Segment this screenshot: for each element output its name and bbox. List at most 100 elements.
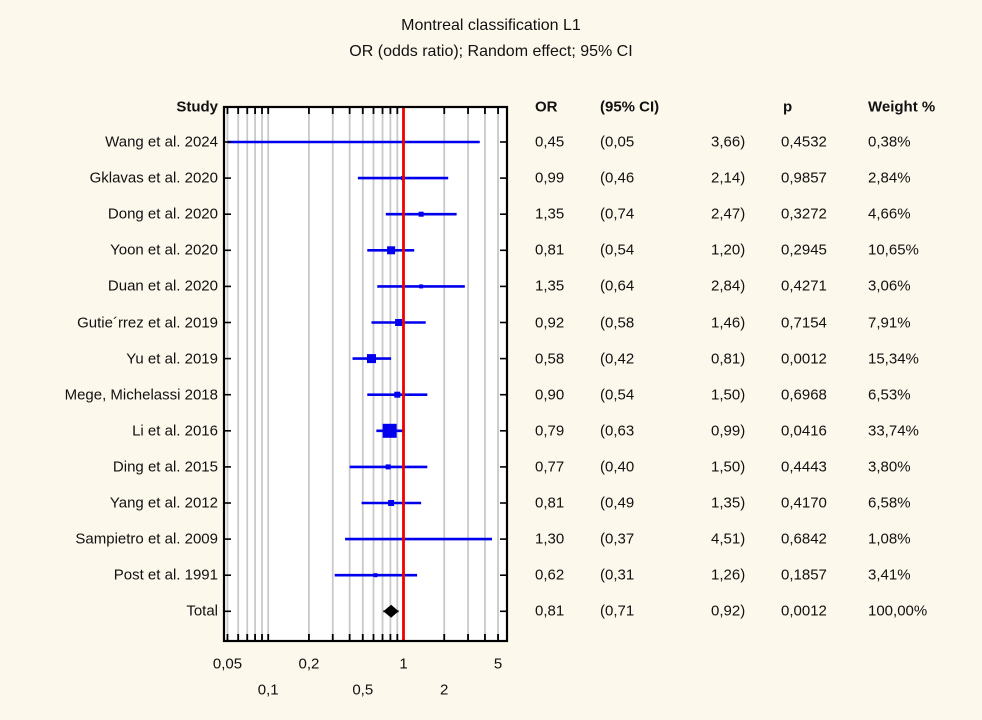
plot-background: [224, 107, 507, 641]
ci-high-value: 1,20): [711, 241, 746, 259]
x-axis-label: 2: [440, 681, 449, 699]
or-marker: [387, 246, 396, 255]
ci-high-value: 2,84): [711, 277, 746, 295]
study-label: Gutie´rrez et al. 2019: [77, 314, 218, 331]
ci-low-value: (0,40: [600, 458, 635, 476]
ci-high-value: 1,46): [711, 314, 746, 331]
x-axis-label: 0,05: [212, 655, 243, 673]
ci-low-value: (0,58: [600, 314, 635, 331]
column-header-weight: Weight %: [868, 98, 936, 116]
p-value: 0,6842: [781, 530, 827, 548]
or-marker: [418, 211, 424, 217]
study-label: Yang et al. 2012: [109, 494, 218, 512]
weight-value: 4,66%: [868, 205, 911, 223]
or-value: 0,79: [535, 422, 565, 440]
or-value: 0,62: [535, 566, 565, 584]
weight-value: 100,00%: [868, 602, 928, 620]
ci-high-value: 2,14): [711, 169, 746, 187]
weight-value: 6,58%: [868, 494, 911, 512]
x-axis-label: 5: [493, 655, 503, 673]
or-value: 0,58: [535, 350, 565, 368]
or-marker: [382, 423, 397, 438]
or-value: 0,77: [535, 458, 565, 476]
ci-low-value: (0,63: [600, 422, 635, 440]
study-label: Li et al. 2016: [132, 422, 218, 440]
ci-high-value: 0,92): [711, 602, 746, 620]
ci-low-value: (0,49: [600, 494, 635, 512]
or-value: 1,35: [535, 277, 565, 295]
weight-value: 1,08%: [868, 530, 911, 548]
column-header-p: p: [783, 98, 793, 116]
ci-high-value: 1,50): [711, 386, 746, 404]
chart-title: Montreal classification L1: [401, 17, 581, 34]
or-value: 0,92: [535, 314, 565, 331]
study-label: Ding et al. 2015: [112, 458, 218, 476]
ci-low-value: (0,64: [600, 277, 635, 295]
study-label: Duan et al. 2020: [107, 277, 218, 295]
chart-subtitle: OR (odds ratio); Random effect; 95% CI: [349, 43, 633, 60]
x-axis-label: 0,1: [257, 681, 279, 699]
ci-low-value: (0,37: [600, 530, 635, 548]
x-axis-label: 1: [399, 655, 408, 673]
weight-value: 3,41%: [868, 566, 911, 584]
or-marker: [388, 500, 395, 506]
p-value: 0,9857: [781, 169, 827, 187]
p-value: 0,1857: [781, 566, 827, 584]
p-value: 0,0416: [781, 422, 827, 440]
ci-low-value: (0,54: [600, 241, 635, 259]
weight-value: 6,53%: [868, 386, 911, 404]
weight-value: 7,91%: [868, 314, 911, 331]
ci-low-value: (0,46: [600, 169, 635, 187]
study-label: Sampietro et al. 2009: [75, 530, 218, 548]
ci-low-value: (0,42: [600, 350, 635, 368]
or-marker: [366, 354, 376, 364]
column-header-or: OR: [535, 98, 558, 116]
study-label: Dong et al. 2020: [107, 205, 218, 223]
column-header-ci: (95% CI): [600, 98, 660, 116]
p-value: 0,0012: [781, 350, 827, 368]
ci-high-value: 1,26): [711, 566, 746, 584]
ci-low-value: (0,54: [600, 386, 635, 404]
or-marker: [417, 538, 420, 541]
weight-value: 33,74%: [868, 422, 919, 440]
or-marker: [395, 319, 403, 326]
weight-value: 3,06%: [868, 277, 911, 295]
ci-low-value: (0,05: [600, 133, 635, 151]
or-value: 1,30: [535, 530, 565, 548]
ci-high-value: 3,66): [711, 133, 746, 151]
or-marker: [394, 391, 401, 398]
p-value: 0,2945: [781, 241, 827, 259]
weight-value: 0,38%: [868, 133, 911, 151]
plot-frame: [222, 105, 509, 643]
ci-high-value: 0,81): [711, 350, 746, 368]
x-axis-label: 0,2: [298, 655, 320, 673]
summary-diamond: [383, 604, 399, 618]
or-marker: [373, 573, 378, 578]
or-value: 0,81: [535, 494, 565, 512]
p-value: 0,3272: [781, 205, 827, 223]
weight-value: 15,34%: [868, 350, 919, 368]
weight-value: 10,65%: [868, 241, 919, 259]
or-value: 0,90: [535, 386, 565, 404]
ci-high-value: 0,99): [711, 422, 746, 440]
column-header-study: Study: [176, 98, 218, 116]
p-value: 0,0012: [781, 602, 827, 620]
p-value: 0,6968: [781, 386, 827, 404]
weight-value: 2,84%: [868, 169, 911, 187]
study-label: Post et al. 1991: [113, 566, 218, 584]
ci-high-value: 4,51): [711, 530, 746, 548]
study-label: Wang et al. 2024: [105, 133, 218, 151]
p-value: 0,4271: [781, 277, 827, 295]
p-value: 0,7154: [781, 314, 827, 331]
total-label: Total: [186, 602, 218, 620]
ci-high-value: 2,47): [711, 205, 746, 223]
study-label: Mege, Michelassi 2018: [64, 386, 218, 404]
weight-value: 3,80%: [868, 458, 911, 476]
or-value: 0,81: [535, 602, 565, 620]
or-value: 0,45: [535, 133, 565, 151]
p-value: 0,4170: [781, 494, 827, 512]
ci-low-value: (0,71: [600, 602, 635, 620]
or-value: 0,99: [535, 169, 565, 187]
